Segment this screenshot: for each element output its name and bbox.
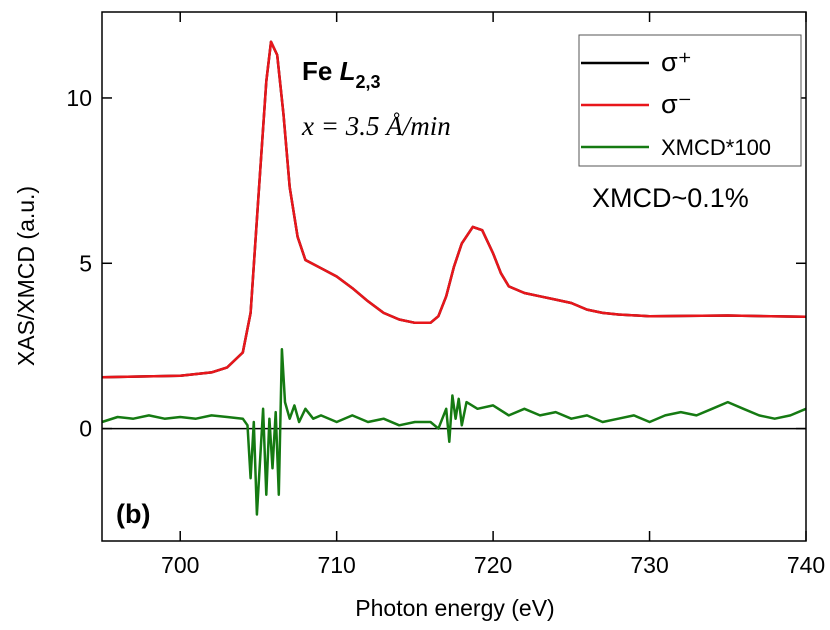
legend-box <box>578 34 802 167</box>
series-line <box>101 347 807 516</box>
annotation: XMCD~0.1% <box>592 183 749 213</box>
x-tick-label: 710 <box>317 552 355 578</box>
edge: L <box>340 56 356 86</box>
plot-frame <box>101 11 807 542</box>
panel-label: (b) <box>116 499 150 529</box>
y-axis-label: XAS/XMCD (a.u.) <box>13 186 39 366</box>
y-tick-label: 10 <box>66 85 92 111</box>
x-tick-label: 740 <box>787 552 825 578</box>
x-tick-label: 700 <box>161 552 199 578</box>
annotation: x = 3.5 Å/min <box>301 111 451 141</box>
edge-subscript: 2,3 <box>355 72 380 92</box>
legend-label: σ⁺ <box>661 47 692 77</box>
series-line <box>101 40 807 379</box>
x-tick-label: 730 <box>630 552 668 578</box>
legend-label: XMCD*100 <box>661 135 771 160</box>
y-tick-label: 0 <box>79 416 92 442</box>
x-tick-label: 720 <box>474 552 512 578</box>
y-tick-label: 5 <box>79 250 92 276</box>
x-axis-label: Photon energy (eV) <box>355 595 554 621</box>
annotation: Fe L2,3 <box>302 56 381 92</box>
legend-label: σ⁻ <box>661 89 692 119</box>
element: Fe <box>302 56 332 86</box>
